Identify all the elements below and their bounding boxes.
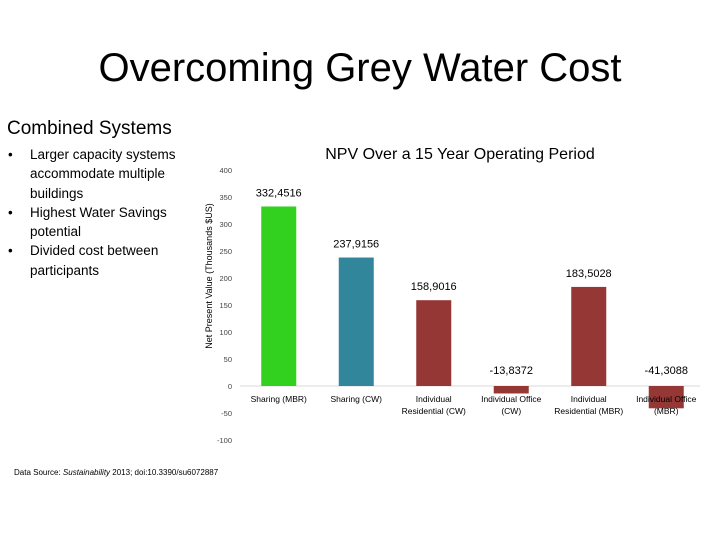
data-label: -13,8372 bbox=[490, 365, 533, 377]
x-category-label: (MBR) bbox=[654, 406, 679, 416]
bar bbox=[416, 300, 452, 386]
data-source-prefix: Data Source: bbox=[14, 468, 63, 477]
x-category-label: Residential (CW) bbox=[402, 406, 466, 416]
bar bbox=[493, 386, 529, 394]
data-label: 332,4516 bbox=[256, 187, 302, 199]
data-source-rest: 2013; doi:10.3390/su6072887 bbox=[110, 468, 219, 477]
data-label: 158,9016 bbox=[411, 281, 457, 293]
y-tick-label: 100 bbox=[219, 328, 232, 337]
bar bbox=[571, 286, 607, 386]
bullet-item: • Divided cost between participants bbox=[8, 241, 188, 280]
x-category-label: (CW) bbox=[501, 406, 521, 416]
bullet-marker: • bbox=[8, 147, 13, 162]
y-tick-label: -50 bbox=[221, 409, 232, 418]
x-category-label: Individual bbox=[571, 394, 607, 404]
data-source-note: Data Source: Sustainability 2013; doi:10… bbox=[14, 468, 218, 478]
x-category-label: Individual bbox=[416, 394, 452, 404]
bullet-text: Divided cost between participants bbox=[30, 243, 159, 278]
bullet-marker: • bbox=[8, 243, 13, 259]
bar bbox=[648, 386, 684, 409]
y-tick-label: 0 bbox=[228, 382, 232, 391]
y-tick-label: 250 bbox=[219, 247, 232, 256]
y-tick-label: 300 bbox=[219, 220, 232, 229]
data-source-journal: Sustainability bbox=[62, 468, 111, 477]
slide-title: Overcoming Grey Water Cost bbox=[98, 46, 622, 90]
data-label: 237,9156 bbox=[333, 239, 379, 251]
bullet-item: • Larger capacity systems accommodate mul… bbox=[8, 145, 188, 203]
bullet-text: Larger capacity systems accommodate mult… bbox=[30, 147, 176, 201]
x-category-label: Individual Office bbox=[636, 394, 697, 404]
bar bbox=[338, 257, 374, 386]
x-category-label: Sharing (CW) bbox=[331, 394, 383, 404]
y-tick-label: -100 bbox=[217, 436, 232, 445]
bullet-text: Highest Water Savings potential bbox=[30, 204, 167, 240]
chart-title: NPV Over a 15 Year Operating Period bbox=[325, 146, 595, 163]
x-category-label: Individual Office bbox=[481, 394, 542, 404]
section-title: Combined Systems bbox=[7, 118, 172, 139]
y-axis-label: Net Present Value (Thousands $US) bbox=[204, 203, 214, 348]
bullet-list: • Larger capacity systems accommodate mul… bbox=[8, 145, 188, 280]
bullet-item: • Highest Water Savings potential bbox=[8, 203, 188, 242]
data-label: 183,5028 bbox=[566, 268, 612, 280]
y-tick-label: 200 bbox=[219, 274, 232, 283]
x-category-label: Sharing (MBR) bbox=[251, 394, 307, 404]
y-tick-label: 400 bbox=[219, 166, 232, 175]
data-label: -41,3088 bbox=[645, 365, 688, 377]
bullet-marker: • bbox=[8, 204, 13, 220]
x-category-label: Residential (MBR) bbox=[554, 406, 623, 416]
y-tick-label: 50 bbox=[224, 355, 232, 364]
y-tick-label: 150 bbox=[219, 301, 232, 310]
y-tick-label: 350 bbox=[219, 193, 232, 202]
bar bbox=[261, 206, 297, 386]
